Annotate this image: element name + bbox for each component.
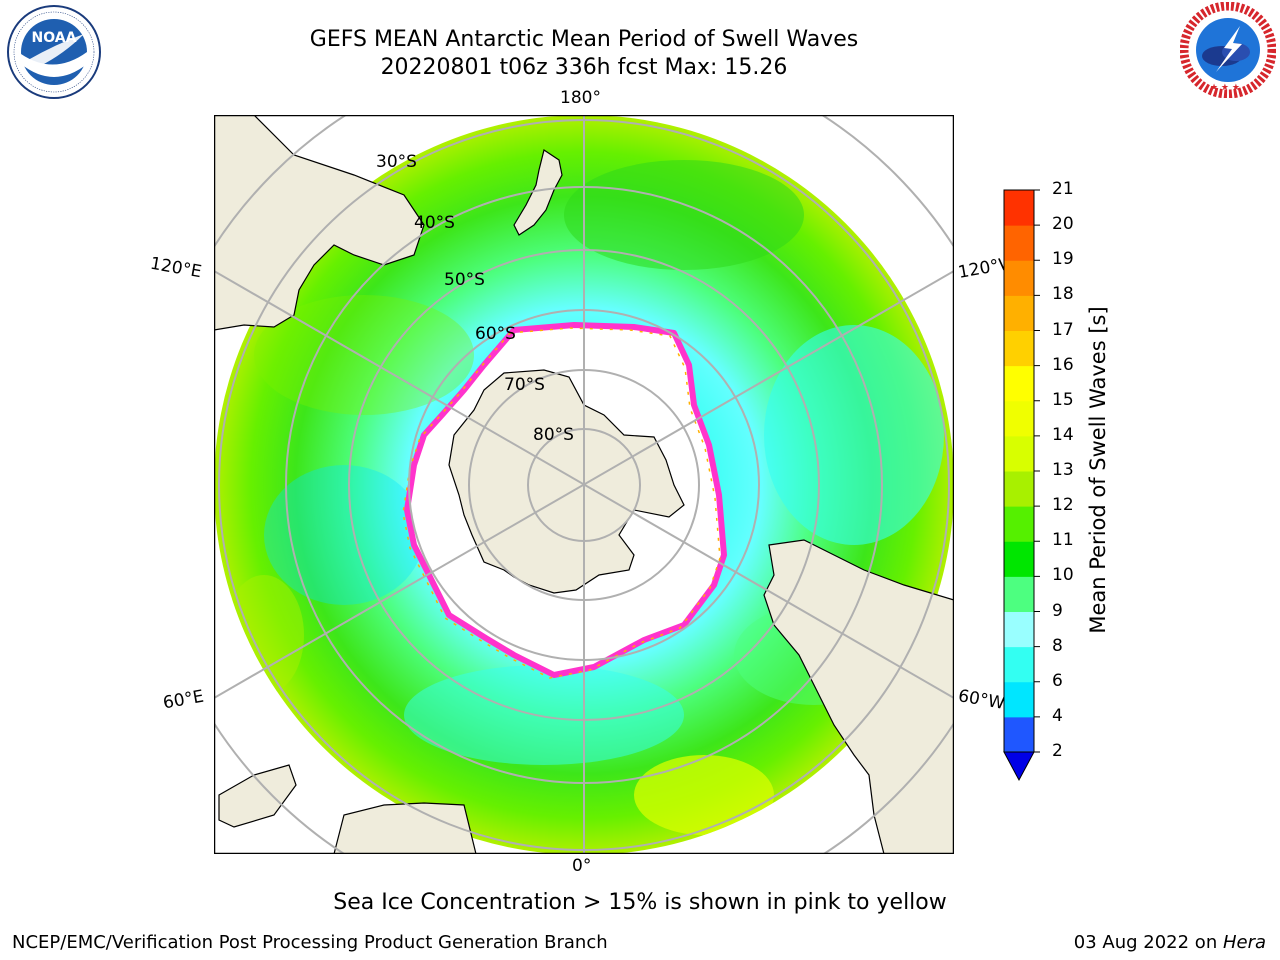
lat-label-40s: 40°S (414, 213, 455, 233)
lat-label-70s: 70°S (504, 375, 545, 395)
noaa-logo-text: NOAA (32, 30, 77, 46)
colorbar-tick-label: 20 (1052, 214, 1074, 235)
colorbar-tick-label: 17 (1052, 319, 1074, 340)
colorbar-tick-label: 19 (1052, 249, 1074, 270)
footer-machine: Hera (1222, 932, 1266, 953)
colorbar-tick-label: 18 (1052, 284, 1074, 305)
colorbar-segment (1004, 365, 1034, 402)
lat-label-30s: 30°S (376, 152, 417, 172)
colorbar-tick-label: 2 (1052, 741, 1063, 761)
map-title-line1: GEFS MEAN Antarctic Mean Period of Swell… (309, 27, 859, 52)
colorbar-segment (1004, 190, 1034, 226)
colorbar-segment (1004, 576, 1034, 612)
colorbar-segment (1004, 716, 1034, 753)
colorbar-tick-label: 12 (1052, 495, 1074, 516)
colorbar-tick-label: 13 (1052, 460, 1074, 480)
lon-label-60w: 60°W (956, 686, 1007, 714)
footer-branch: NCEP/EMC/Verification Post Processing Pr… (12, 932, 608, 953)
colorbar-tick-label: 6 (1052, 670, 1063, 691)
colorbar-tick-label: 11 (1052, 530, 1074, 551)
noaa-logo: NOAA (6, 4, 102, 100)
lon-label-180: 180° (560, 88, 601, 108)
colorbar-tick-label: 4 (1052, 705, 1063, 726)
colorbar-segment (1004, 611, 1034, 648)
colorbar-label: Mean Period of Swell Waves [s] (1086, 306, 1110, 634)
colorbar-segment (1004, 541, 1034, 577)
lat-label-50s: 50°S (444, 270, 485, 290)
sea-ice-note: Sea Ice Concentration > 15% is shown in … (333, 890, 947, 915)
colorbar-tick-label: 9 (1052, 600, 1063, 621)
colorbar-extend-arrow (1003, 751, 1035, 782)
colorbar-segment (1004, 646, 1034, 683)
nws-logo: ★ ★ ★ (1179, 1, 1277, 99)
footer-date: 03 Aug 2022 on Hera (1074, 932, 1266, 953)
map-frame (213, 114, 955, 855)
colorbar-segment (1004, 506, 1034, 542)
lon-label-0: 0° (572, 856, 592, 876)
colorbar-ticks: 2 4 6 8 9 10 11 12 13 14 15 16 17 18 19 20 21 (1052, 178, 1092, 768)
colorbar-tick-label: 15 (1052, 389, 1074, 410)
colorbar-segment (1004, 400, 1034, 437)
lon-label-120e: 120°E (148, 253, 204, 283)
polar-map (143, 44, 1025, 926)
colorbar-segment (1004, 225, 1034, 261)
colorbar (1000, 186, 1040, 786)
map-title-line2: 20220801 t06z 336h fcst Max: 15.26 (380, 55, 788, 80)
lat-label-80s: 80°S (533, 425, 574, 445)
antarctica (448, 369, 685, 594)
svg-text:★ ★ ★: ★ ★ ★ (1210, 83, 1240, 93)
colorbar-segment (1004, 260, 1034, 296)
colorbar-segment (1004, 471, 1034, 507)
lat-label-60s: 60°S (475, 324, 516, 344)
colorbar-segment (1004, 330, 1034, 367)
footer-date-text: 03 Aug 2022 on (1073, 932, 1223, 953)
land-masses (213, 114, 955, 855)
colorbar-tick-label: 14 (1052, 424, 1074, 445)
colorbar-segment (1004, 295, 1034, 331)
colorbar-tick-label: 21 (1052, 179, 1074, 199)
colorbar-tick-label: 8 (1052, 635, 1063, 656)
colorbar-segment (1004, 435, 1034, 472)
colorbar-segment (1004, 681, 1034, 718)
lon-label-60e: 60°E (161, 686, 206, 714)
swell-patches (224, 160, 944, 835)
colorbar-tick-label: 10 (1052, 565, 1074, 586)
colorbar-tick-label: 16 (1052, 354, 1074, 375)
